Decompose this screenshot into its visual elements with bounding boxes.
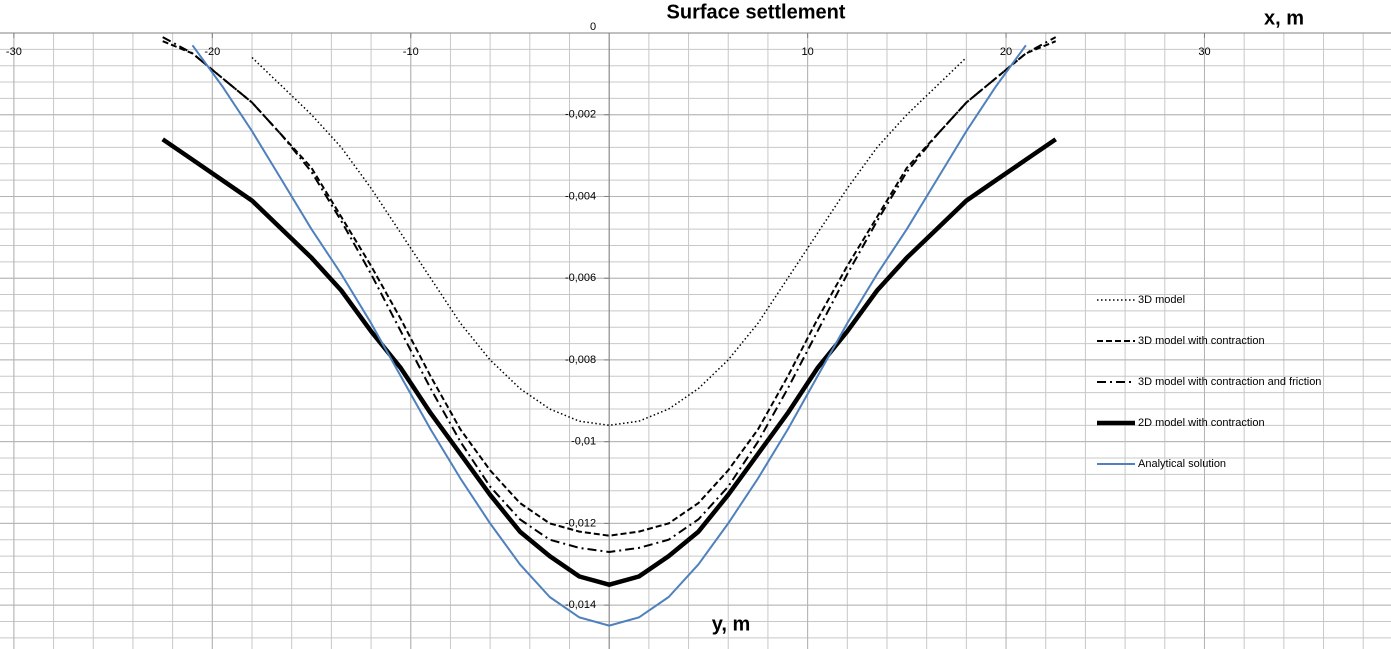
- legend-label: 2D model with contraction: [1138, 417, 1265, 429]
- series-line: [191, 44, 1027, 627]
- legend-label: 3D model with contraction and friction: [1138, 376, 1321, 388]
- series-line: [162, 40, 1057, 537]
- y-tick-label: -0,01: [571, 436, 596, 448]
- x-tick-label: 20: [1000, 46, 1012, 58]
- series-line: [161, 137, 1057, 587]
- y-tick-label: -0,012: [565, 517, 596, 529]
- x-axis-label: x, m: [1264, 7, 1304, 29]
- x-tick-label: -20: [204, 46, 220, 58]
- series-line: [251, 56, 967, 427]
- y-tick-label: -0,014: [565, 599, 596, 611]
- x-tick-label: -30: [6, 46, 22, 58]
- y-tick-label: 0: [590, 21, 596, 33]
- y-tick-label: -0,006: [565, 272, 596, 284]
- legend-label: Analytical solution: [1138, 458, 1226, 470]
- y-axis-label: y, m: [712, 613, 751, 635]
- x-tick-label: -10: [403, 46, 419, 58]
- x-tick-label: 30: [1198, 46, 1210, 58]
- y-tick-label: -0,002: [565, 109, 596, 121]
- series-line: [162, 36, 1057, 553]
- legend-label: 3D model with contraction: [1138, 335, 1265, 347]
- legend-label: 3D model: [1138, 294, 1185, 306]
- chart-title: Surface settlement: [667, 1, 846, 23]
- y-tick-label: -0,004: [565, 190, 596, 202]
- layer: [0, 32, 1391, 649]
- y-tick-label: -0,008: [565, 354, 596, 366]
- x-tick-label: 10: [801, 46, 813, 58]
